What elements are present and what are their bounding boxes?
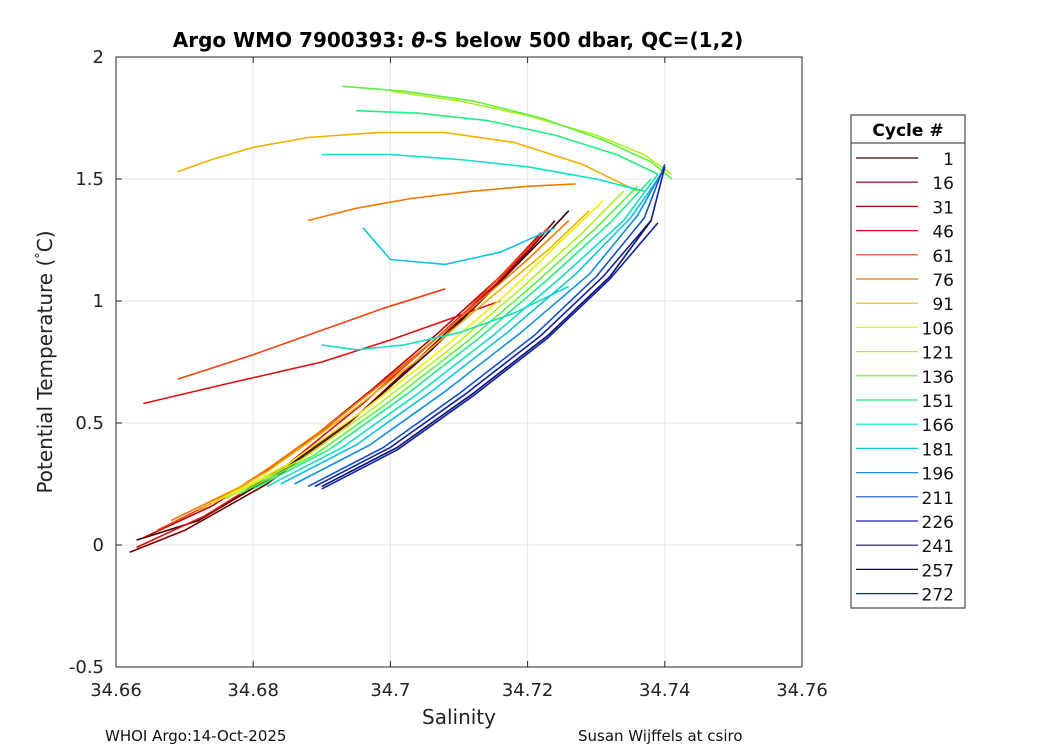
series-line [307, 164, 666, 488]
y-tick-label: 0 [93, 535, 104, 556]
legend-label: 46 [932, 223, 954, 243]
legend-label: 196 [922, 465, 954, 485]
legend-label: 1 [943, 150, 954, 170]
legend-label: 31 [932, 198, 954, 218]
legend-label: 272 [922, 586, 954, 606]
legend-label: 61 [932, 247, 954, 267]
legend-label: 151 [922, 392, 954, 412]
y-tick-label: 1.5 [75, 169, 104, 190]
y-axis-label: Potential Temperature (°C) [33, 230, 57, 493]
series-line [136, 210, 570, 541]
series-line [225, 190, 625, 500]
series-line [362, 227, 556, 266]
footer-left: WHOI Argo:14-Oct-2025 [105, 727, 286, 745]
series-layer [129, 85, 673, 554]
legend-label: 91 [932, 295, 954, 315]
series-line [252, 178, 652, 490]
series-line [129, 219, 556, 554]
y-tick-label: 2 [93, 47, 104, 68]
x-axis-label: Salinity [422, 705, 496, 729]
y-tick-label: 1 [93, 291, 104, 312]
legend-label: 226 [922, 513, 954, 533]
legend: Cycle # 1 16 31 46 61 76 91 106 121 136 151 166 181 1… [850, 114, 966, 609]
series-line [294, 166, 666, 485]
series-line [177, 288, 446, 380]
y-tick-label: 0.5 [75, 413, 104, 434]
x-tick-label: 34.76 [776, 680, 828, 701]
series-line [356, 109, 659, 175]
x-tick-label: 34.68 [227, 680, 279, 701]
series-line [321, 220, 652, 488]
series-line [211, 200, 604, 505]
series-line [321, 153, 645, 192]
legend-box [850, 114, 966, 609]
x-tick-label: 34.7 [370, 680, 410, 701]
legend-label: 241 [922, 537, 954, 557]
series-line [280, 168, 666, 485]
legend-label: 16 [932, 174, 954, 194]
legend-label: 166 [922, 416, 954, 436]
x-tick-label: 34.66 [90, 680, 142, 701]
series-line [177, 131, 638, 192]
series-line [136, 241, 536, 549]
axis-ticks: 34.66 34.68 34.7 34.72 34.74 34.76 -0.5 0 0.5 1 1.… [69, 47, 828, 701]
series-line [321, 222, 659, 490]
legend-label: 121 [922, 344, 954, 364]
legend-label: 106 [922, 319, 954, 339]
legend-label: 76 [932, 271, 954, 291]
x-tick-label: 34.72 [502, 680, 554, 701]
plot-frame [115, 56, 803, 668]
series-line [266, 173, 659, 488]
series-line [239, 185, 638, 495]
footer-right: Susan Wijffels at csiro [578, 727, 743, 745]
legend-title: Cycle # [872, 121, 943, 141]
series-line [342, 85, 673, 180]
series-line [321, 285, 570, 351]
legend-label: 211 [922, 489, 954, 509]
x-tick-label: 34.74 [639, 680, 691, 701]
legend-label: 181 [922, 440, 954, 460]
legend-label: 257 [922, 561, 954, 581]
series-line [307, 183, 576, 222]
legend-label: 136 [922, 368, 954, 388]
y-tick-label: -0.5 [69, 657, 104, 678]
series-line [197, 210, 590, 512]
series-line [143, 300, 501, 405]
chart-title: Argo WMO 7900393: θ-S below 500 dbar, QC… [173, 28, 743, 52]
